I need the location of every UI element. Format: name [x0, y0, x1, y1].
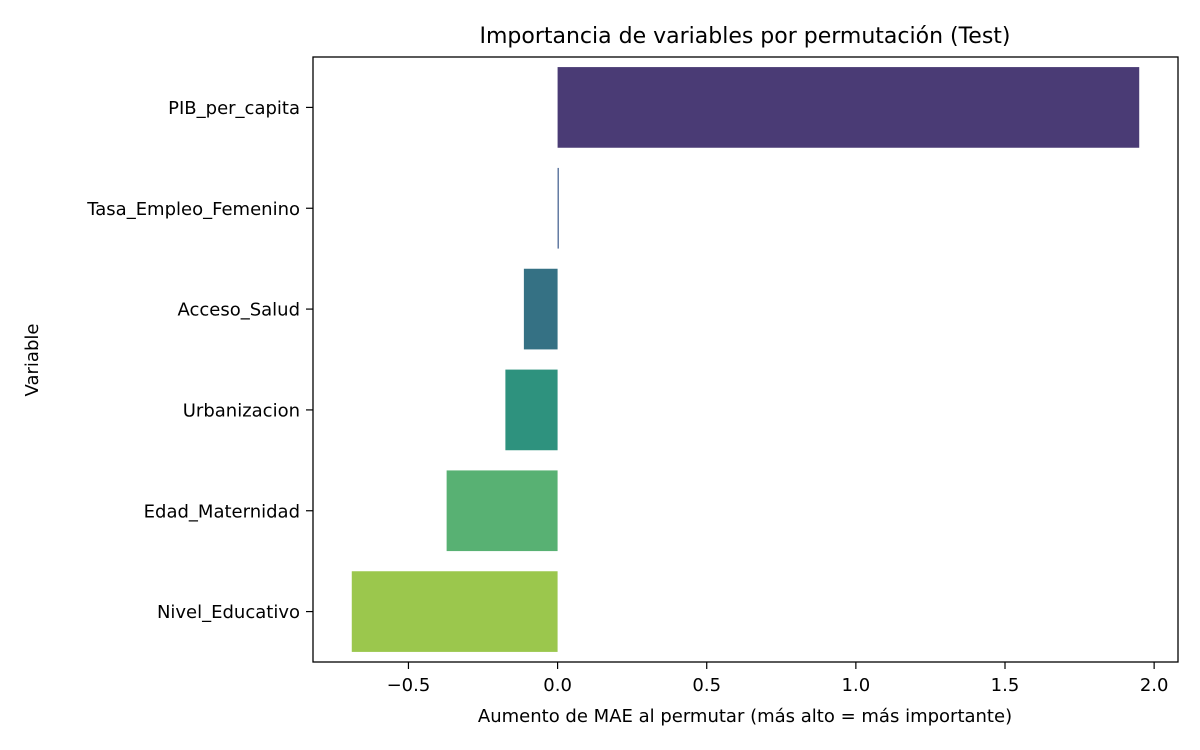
- bar-nivel-educativo: [351, 571, 558, 652]
- y-tick-label: Edad_Maternidad: [144, 501, 300, 522]
- x-tick-label: 1.0: [842, 675, 871, 696]
- x-tick-label: 0.5: [692, 675, 721, 696]
- chart-title: Importancia de variables por permutación…: [479, 24, 1010, 49]
- bar-tasa-empleo-femenino: [557, 167, 559, 249]
- plot-frame: [312, 56, 1179, 663]
- x-tick-label: 0.0: [543, 675, 572, 696]
- y-tick-label: Tasa_Empleo_Femenino: [86, 199, 300, 220]
- bar-edad-maternidad: [446, 470, 558, 552]
- y-tick-label: PIB_per_capita: [168, 98, 300, 119]
- y-tick-label: Nivel_Educativo: [157, 602, 300, 623]
- bars-layer: [351, 67, 1140, 652]
- bar-acceso-salud: [523, 268, 558, 350]
- x-axis-ticks: −0.5 0.0 0.5 1.0 1.5 2.0: [387, 662, 1169, 696]
- y-axis-label: Variable: [22, 324, 43, 397]
- bar-urbanizacion: [505, 369, 558, 451]
- y-tick-label: Acceso_Salud: [177, 300, 300, 321]
- x-tick-label: 1.5: [991, 675, 1020, 696]
- y-axis-ticks: PIB_per_capita Tasa_Empleo_Femenino Acceso…: [86, 98, 313, 623]
- y-tick-label: Urbanizacion: [183, 400, 300, 421]
- x-axis-label: Aumento de MAE al permutar (más alto = m…: [478, 706, 1012, 727]
- bar-pib-per-capita: [557, 67, 1140, 148]
- x-tick-label: 2.0: [1140, 675, 1169, 696]
- x-tick-label: −0.5: [387, 675, 431, 696]
